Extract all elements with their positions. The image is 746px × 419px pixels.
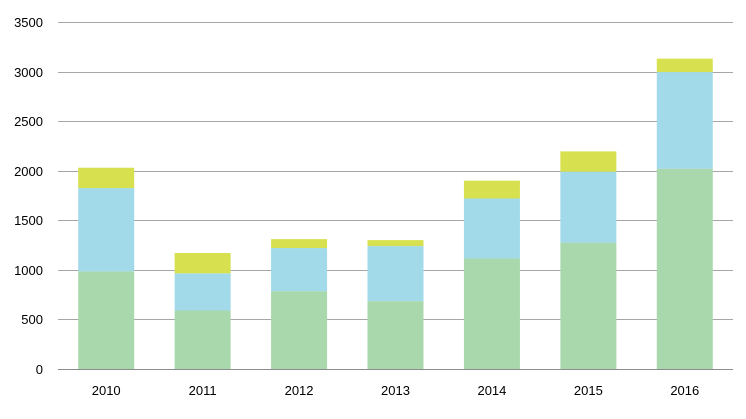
y-axis-tick-labels: 0 500 1000 1500 2000 2500 3000 3500 [14,15,43,377]
y-tick-label: 500 [21,312,43,327]
bar-segment-2016-series-1 [656,168,713,369]
bar-segment-2014-series-2 [463,198,520,259]
y-tick-label: 3500 [14,15,43,30]
bar-segment-2013-series-2 [367,246,424,302]
bar-segment-2013-series-1 [367,301,424,369]
y-tick-label: 1000 [14,263,43,278]
x-tick-label-2011: 2011 [189,383,217,398]
x-tick-label-2013: 2013 [381,383,410,398]
y-tick-label: 2000 [14,164,43,179]
y-tick-label: 1500 [14,213,43,228]
bar-segment-2015-series-2 [560,171,617,243]
y-tick-label: 0 [36,362,43,377]
bar-segment-2010-series-2 [78,188,135,272]
bar-segment-2012-series-3 [271,239,328,249]
bar-segment-2015-series-3 [560,151,617,172]
bar-segment-2014-series-1 [463,258,520,369]
x-tick-label-2014: 2014 [477,383,506,398]
bar-segment-2016-series-3 [656,58,713,73]
bar-segment-2010-series-3 [78,167,135,189]
bar-segment-2011-series-1 [174,310,231,369]
x-axis-tick-labels: 2010 2011 2012 2013 2014 2015 2016 [92,383,700,398]
y-tick-label: 2500 [14,114,43,129]
x-tick-label-2012: 2012 [285,383,314,398]
bar-segment-2015-series-1 [560,242,617,369]
bar-segment-2012-series-2 [271,248,328,292]
x-tick-label-2016: 2016 [670,383,699,398]
bar-segment-2011-series-2 [174,273,231,311]
bar-segment-2014-series-3 [463,180,520,199]
bar-segment-2012-series-1 [271,291,328,369]
bar-segment-2011-series-3 [174,253,231,274]
bar-segment-2016-series-2 [656,72,713,169]
y-tick-label: 3000 [14,65,43,80]
x-tick-label-2015: 2015 [574,383,603,398]
bar-segment-2010-series-1 [78,271,135,369]
bars [78,58,713,369]
bar-segment-2013-series-3 [367,240,424,247]
x-tick-label-2010: 2010 [92,383,121,398]
